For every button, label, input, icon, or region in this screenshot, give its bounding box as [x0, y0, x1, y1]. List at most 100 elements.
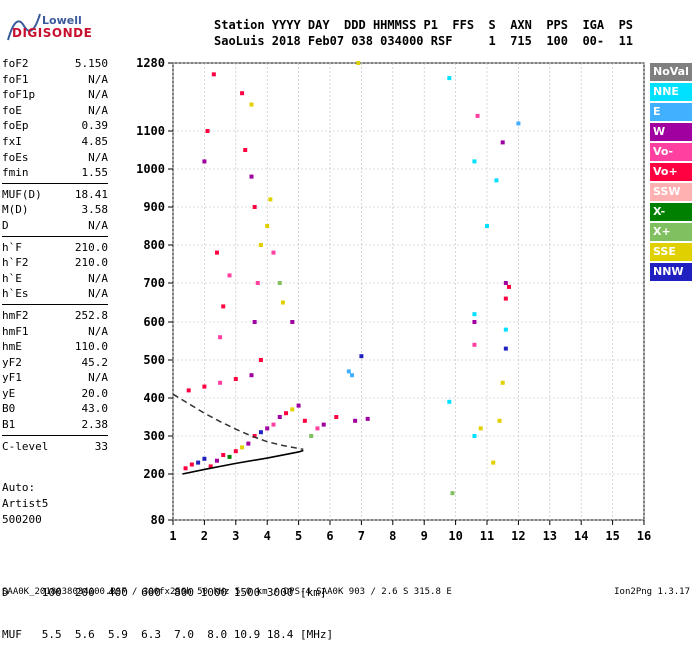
echo-point — [252, 320, 257, 324]
echo-point — [227, 273, 232, 278]
muf-distance-row: D 100 200 400 600 800 1000 1500 3000 [km… — [2, 586, 327, 599]
param-value: 43.0 — [81, 402, 109, 416]
echo-point — [205, 129, 210, 133]
legend-item-e: E — [650, 103, 692, 121]
param-name: foF1p — [2, 88, 36, 102]
echo-point — [296, 403, 301, 408]
param-value: 210.0 — [74, 256, 108, 270]
echo-point — [472, 312, 477, 317]
param-name: fxI — [2, 134, 22, 148]
echo-point — [218, 335, 223, 340]
echo-point — [349, 373, 354, 378]
param-row: foF2 5.150 — [2, 56, 108, 72]
echo-point — [271, 422, 276, 427]
echo-point — [258, 358, 263, 362]
param-row: fxI 4.85 — [2, 134, 108, 150]
param-value: N/A — [88, 72, 108, 86]
echo-point — [202, 159, 207, 164]
echo-point — [284, 411, 289, 416]
param-value: 252.8 — [74, 308, 108, 322]
echo-point — [359, 354, 364, 359]
echo-point — [221, 453, 226, 457]
echo-point — [183, 466, 188, 471]
echo-point — [243, 148, 248, 152]
echo-point — [472, 159, 477, 164]
echo-point — [503, 346, 508, 351]
param-value: N/A — [88, 324, 108, 338]
echo-point — [214, 250, 219, 255]
param-name: foF2 — [2, 57, 29, 70]
param-name: B0 — [2, 402, 16, 416]
echo-point — [321, 422, 326, 427]
echo-point — [472, 434, 477, 438]
legend-item-nnw: NNW — [650, 263, 692, 281]
param-name: foEs — [2, 150, 29, 164]
echo-point — [485, 224, 489, 228]
echo-point — [249, 174, 254, 179]
auto-version: 500200 — [2, 513, 42, 526]
param-name: foF1 — [2, 72, 29, 86]
param-name: hmF1 — [2, 324, 29, 338]
echo-point — [356, 61, 361, 65]
y-tick-label: 600 — [143, 315, 165, 329]
x-tick-label: 1 — [169, 529, 176, 543]
y-tick-label: 700 — [143, 276, 165, 290]
param-row: h`F 210.0 — [2, 240, 108, 256]
scaled-parameters-panel: foF2 5.150 foF1 N/A foF1p N/A foE N/A foEp 0.39 fx… — [2, 56, 108, 454]
echo-point — [233, 449, 238, 454]
dashed-trace — [172, 393, 304, 451]
param-name: foEp — [2, 119, 29, 133]
param-value: 4.85 — [81, 134, 109, 148]
echo-point — [227, 454, 232, 459]
echo-point — [290, 407, 295, 412]
echo-point — [500, 140, 505, 145]
legend-item-x-: X+ — [650, 223, 692, 241]
param-value: 0.39 — [81, 119, 109, 133]
x-tick-label: 11 — [480, 529, 494, 543]
echo-point — [447, 76, 452, 81]
param-row: h`F2 210.0 — [2, 255, 108, 271]
echo-point — [280, 300, 285, 305]
y-tick-label: 1100 — [136, 124, 165, 138]
autoscaling-info: Auto: Artist5 500200 — [2, 480, 48, 528]
polarization-legend: NoVal NNE E W Vo- Vo+ SSW X- X+ SSE NNW — [650, 63, 692, 283]
echo-point — [265, 224, 270, 228]
param-separator — [2, 303, 108, 305]
echo-point — [491, 460, 496, 465]
x-tick-label: 7 — [358, 529, 365, 543]
param-row: foF1p N/A — [2, 87, 108, 103]
param-name: hmF2 — [2, 308, 29, 322]
param-name: yF2 — [2, 355, 22, 369]
echo-point — [202, 384, 207, 389]
echo-point — [277, 415, 282, 419]
param-row: foEs N/A — [2, 150, 108, 166]
param-name: hmE — [2, 340, 22, 354]
echo-point — [211, 72, 216, 77]
auto-scaler: Artist5 — [2, 497, 49, 510]
param-name: foE — [2, 103, 22, 117]
param-value: N/A — [88, 103, 108, 117]
x-tick-label: 10 — [448, 529, 462, 543]
param-name: M(D) — [2, 203, 29, 217]
echo-point — [271, 250, 276, 255]
legend-item-nne: NNE — [650, 83, 692, 101]
echo-point — [218, 380, 223, 385]
param-name: D — [2, 218, 9, 232]
param-name: yE — [2, 386, 16, 400]
param-row: h`E N/A — [2, 271, 108, 287]
echo-point — [516, 121, 521, 126]
echo-point — [277, 281, 282, 285]
echo-point — [186, 388, 191, 393]
y-tick-label: 80 — [151, 513, 165, 527]
x-tick-label: 8 — [389, 529, 396, 543]
echo-point — [258, 430, 263, 435]
echo-point — [478, 426, 483, 431]
legend-item-vo-: Vo- — [650, 143, 692, 161]
x-tick-label: 6 — [326, 529, 333, 543]
param-row: D N/A — [2, 218, 108, 234]
param-name: yF1 — [2, 371, 22, 385]
echo-point — [255, 281, 260, 285]
echo-point — [233, 377, 238, 381]
param-row: foE N/A — [2, 103, 108, 119]
echo-point — [503, 281, 508, 285]
